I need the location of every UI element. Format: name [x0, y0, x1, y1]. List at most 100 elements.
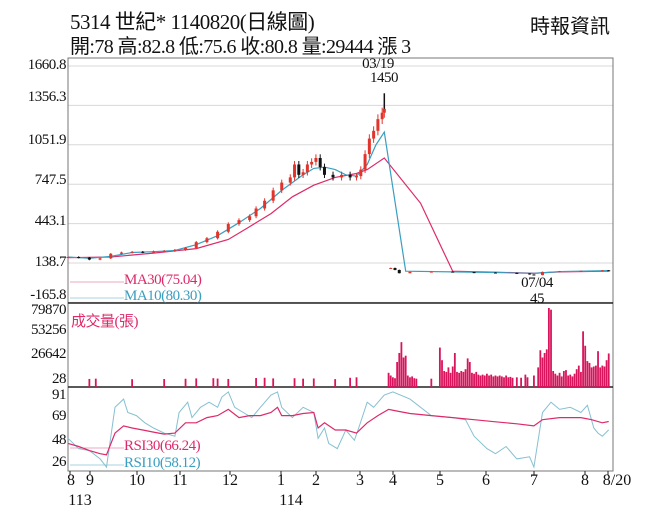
volume-bar [569, 374, 572, 387]
volume-bar [456, 371, 458, 387]
candle-body [254, 208, 258, 217]
candle-body [194, 242, 198, 248]
candle-body [297, 164, 301, 175]
low-date-label: 07/04 [521, 275, 553, 291]
volume-bar [409, 377, 411, 387]
volume-bar [515, 377, 518, 387]
chart-title: 5314 世紀* 1140820(日線圖) [70, 10, 315, 34]
candle-body [532, 274, 536, 276]
price-ytick: 1660.8 [27, 57, 67, 73]
volume-panel [67, 302, 614, 388]
volume-bar [584, 345, 587, 387]
brand-label: 時報資訊 [530, 16, 610, 38]
candle-body [372, 130, 376, 139]
volume-bar [404, 355, 407, 387]
volume-bar [255, 378, 257, 387]
ma30-line [67, 157, 609, 274]
candle-body [380, 112, 384, 120]
candle-body [558, 271, 562, 273]
price-ytick: -165.8 [30, 287, 66, 303]
volume-bar [533, 375, 535, 387]
candle-body [451, 271, 455, 273]
volume-bar [565, 370, 567, 387]
volume-bar [582, 331, 584, 387]
volume-bar [543, 352, 546, 387]
volume-bar [466, 358, 469, 387]
xtick-month: 4 [389, 472, 397, 489]
candle-body [348, 174, 352, 178]
volume-bar [554, 373, 557, 387]
xtick-month: 9 [86, 472, 94, 489]
volume-bar [500, 376, 503, 387]
volume-bar [334, 379, 337, 387]
candle-body [109, 253, 113, 259]
candle-body [87, 257, 91, 260]
candle-body [248, 216, 252, 221]
volume-bar [355, 377, 358, 387]
volume-bar [511, 377, 514, 387]
candle-body [331, 174, 335, 178]
volume-bar [387, 372, 390, 387]
low-value-label: 45 [530, 291, 545, 307]
volume-bar [586, 361, 589, 387]
xtick-month: 10 [129, 472, 145, 489]
rsi30-line [67, 406, 609, 456]
volume-ytick: 28 [52, 371, 67, 387]
candle-body [280, 182, 284, 191]
volume-bar [396, 361, 399, 387]
candle-body [540, 271, 544, 276]
volume-bar [443, 371, 446, 387]
candle-body [162, 250, 166, 252]
xtick-month: 8 [67, 472, 75, 489]
volume-bar [88, 378, 91, 387]
candle-body [288, 177, 292, 183]
candle-body [607, 270, 611, 272]
ohlc-summary: 開:78 高:82.8 低:75.6 收:80.8 量:29444 漲 3 [70, 36, 411, 58]
volume-bar [603, 366, 606, 387]
volume-bar [391, 377, 394, 387]
volume-bar [441, 360, 443, 387]
candle-body [340, 174, 344, 178]
candle-body [355, 176, 359, 178]
candle-body [184, 247, 188, 250]
candle-body [393, 268, 397, 270]
candle-body [389, 268, 393, 270]
price-ytick: 443.1 [34, 213, 67, 229]
volume-bar [556, 375, 559, 387]
volume-bar [498, 375, 501, 387]
candle-body [318, 157, 322, 168]
ma30-legend: MA30(75.04) [124, 272, 202, 288]
volume-bar [560, 376, 563, 387]
volume-bar [577, 365, 580, 387]
volume-bar [131, 379, 134, 387]
xtick-month: 12 [222, 472, 238, 489]
candle-body [472, 272, 476, 274]
rsi-ytick: 26 [52, 454, 67, 470]
volume-bar [475, 371, 478, 387]
volume-bar [588, 362, 591, 387]
candle-body [293, 164, 297, 178]
volume-bar [349, 377, 352, 387]
volume-bar [415, 378, 418, 387]
volume-ytick: 26642 [31, 346, 67, 362]
candle-body [119, 252, 123, 254]
candle-body [408, 271, 412, 274]
xtick-month: 8 [581, 472, 589, 489]
volume-bar [520, 377, 522, 387]
volume-bar [227, 378, 230, 387]
volume-ytick: 53256 [31, 322, 67, 338]
candle-body [216, 231, 220, 239]
volume-bar [590, 367, 593, 387]
volume-bar [607, 353, 610, 387]
xtick-month: 6 [482, 472, 490, 489]
candle-body [173, 249, 177, 251]
candle-body [493, 272, 497, 274]
volume-bar [468, 361, 471, 387]
candle-body [600, 270, 604, 272]
volume-bar [592, 366, 595, 387]
candle-body [363, 154, 367, 170]
volume-bar [471, 372, 473, 387]
volume-bar [398, 352, 401, 387]
candle-body [237, 220, 241, 225]
candle-body [429, 271, 433, 273]
